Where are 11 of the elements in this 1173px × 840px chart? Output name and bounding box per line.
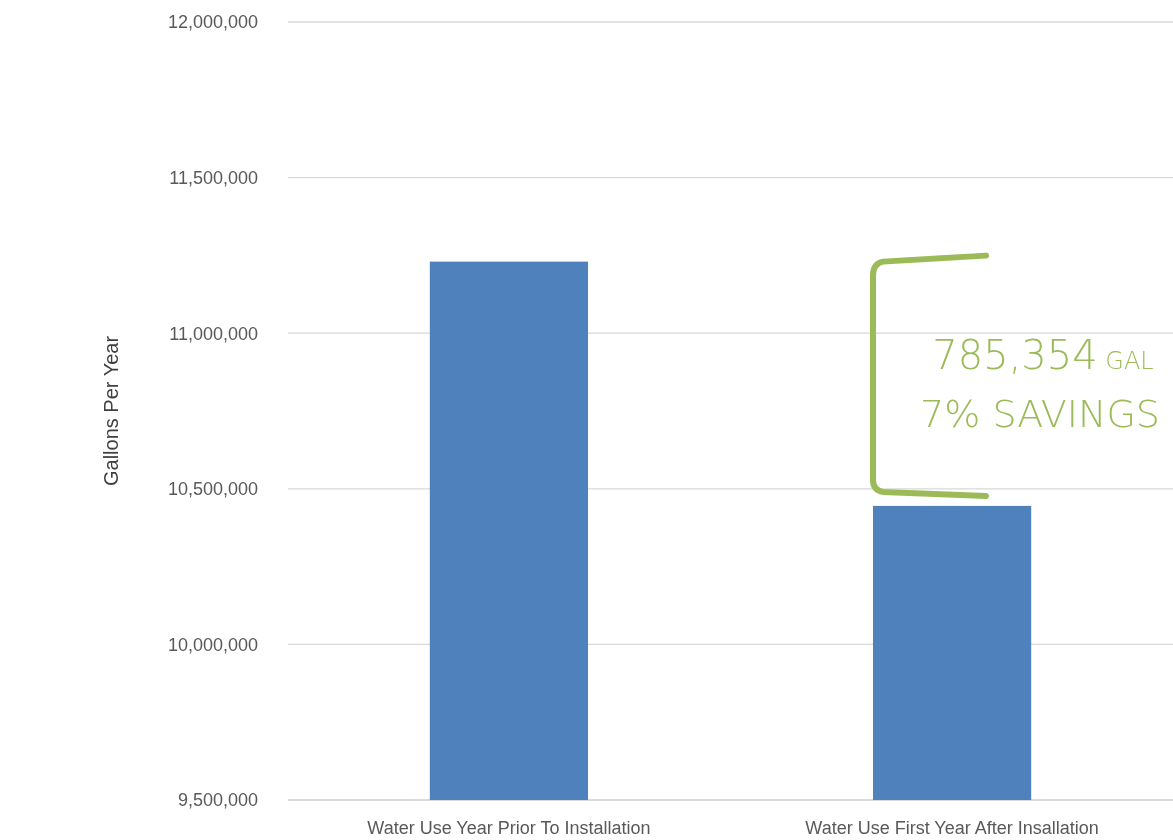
annotation: 7% SAVINGS <box>920 391 1160 436</box>
x-tick-label: Water Use Year Prior To Installation <box>367 818 651 838</box>
annotation: 785,354 GAL <box>932 331 1154 378</box>
y-axis-title: Gallons Per Year <box>100 335 122 487</box>
y-tick-label: 10,500,000 <box>167 479 258 500</box>
y-tick-label: 9,500,000 <box>177 790 258 811</box>
y-tick-label: 12,000,000 <box>167 12 258 33</box>
x-tick-label: Water Use First Year After Insallation <box>805 818 1099 838</box>
y-tick-label: 11,500,000 <box>169 167 258 188</box>
y-tick-label: 11,000,000 <box>169 323 258 344</box>
y-tick-label: 10,000,000 <box>167 634 258 655</box>
